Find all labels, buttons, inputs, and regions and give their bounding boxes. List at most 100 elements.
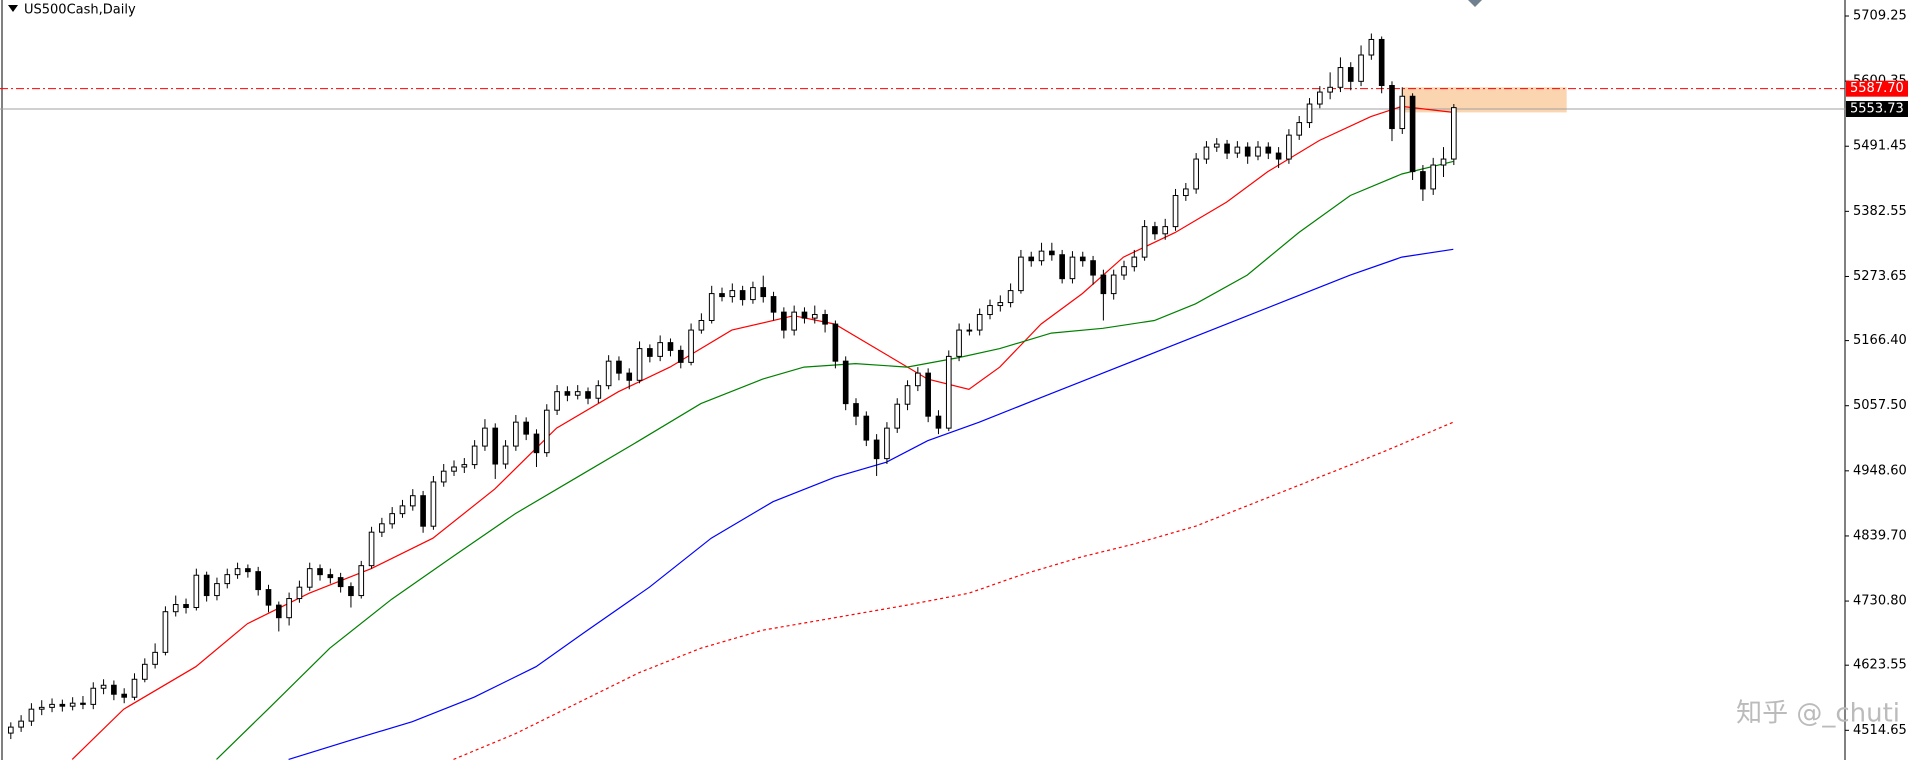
candle-body xyxy=(636,348,643,381)
candle-body xyxy=(801,311,808,319)
y-tick-label: 5273.65 xyxy=(1853,269,1907,284)
candle-body xyxy=(1121,266,1127,276)
candle-body xyxy=(688,329,694,363)
candle-body xyxy=(265,589,272,606)
candle-body xyxy=(1183,188,1189,197)
candle-body xyxy=(1378,38,1385,87)
candle-body xyxy=(647,348,653,357)
candle-body xyxy=(1265,146,1272,154)
candle-body xyxy=(1069,256,1076,280)
candle-body xyxy=(1079,256,1086,262)
candle-body xyxy=(791,311,797,331)
candle-body xyxy=(1409,95,1416,173)
zone xyxy=(1401,87,1567,113)
candle-body xyxy=(1347,67,1354,82)
candle-body xyxy=(1172,195,1179,228)
candle-body xyxy=(739,290,746,301)
candle-body xyxy=(183,604,189,609)
menu-triangle[interactable] xyxy=(8,5,18,12)
candle-body xyxy=(564,391,571,396)
candle-body xyxy=(1337,67,1344,88)
y-tick-label: 5057.50 xyxy=(1853,398,1907,413)
y-tick-label: 4623.55 xyxy=(1853,658,1907,673)
chart-title: US500Cash,Daily xyxy=(24,3,136,18)
candle-body xyxy=(822,314,828,325)
candle-body xyxy=(1193,158,1199,190)
candle-body xyxy=(1007,290,1014,304)
candle-body xyxy=(1244,146,1251,157)
candle-body xyxy=(502,445,509,465)
candle-body xyxy=(1255,146,1261,157)
y-tick-label: 4730.80 xyxy=(1853,594,1907,609)
candle-body xyxy=(286,598,292,619)
candle-body xyxy=(1162,226,1169,235)
candle-body xyxy=(327,574,334,579)
candle-body xyxy=(28,708,35,722)
candle-body xyxy=(554,391,560,411)
candle-body xyxy=(368,531,375,567)
moving-average xyxy=(453,421,1454,760)
candle-body xyxy=(420,495,426,527)
candle-body xyxy=(729,290,736,298)
candle-body xyxy=(1358,54,1364,82)
watermark: 知乎 @_chuti xyxy=(1736,699,1900,729)
candle-body xyxy=(296,586,303,600)
candle-body xyxy=(698,320,705,331)
candle-body xyxy=(399,505,406,515)
candle-body xyxy=(49,703,55,708)
candle-body xyxy=(69,702,76,707)
candle-body xyxy=(1451,107,1457,160)
candle-body xyxy=(1018,256,1024,292)
candle-body xyxy=(18,720,24,728)
candle-body xyxy=(317,568,323,576)
moving-average xyxy=(216,160,1454,760)
y-tick-label: 5382.55 xyxy=(1853,204,1907,219)
plot-area xyxy=(0,33,1845,760)
candle-body xyxy=(1038,250,1045,262)
candle-body xyxy=(987,305,993,316)
candle-body xyxy=(245,568,251,573)
candle-body xyxy=(80,702,86,705)
candle-body xyxy=(543,409,550,454)
candle-body xyxy=(337,577,344,588)
candle-body xyxy=(956,329,962,357)
candle-body xyxy=(945,355,952,429)
candle-body xyxy=(440,470,447,483)
candle-body xyxy=(760,287,767,298)
price-label: 5553.73 xyxy=(1850,101,1904,116)
candle-body xyxy=(925,372,931,417)
candle-body xyxy=(873,439,880,460)
y-tick-label: 4948.60 xyxy=(1853,463,1907,478)
candle-body xyxy=(904,385,911,405)
price-label-bg xyxy=(1846,100,1908,117)
candle-body xyxy=(1420,171,1426,190)
y-tick-label: 4514.65 xyxy=(1853,723,1907,738)
candle-body xyxy=(409,495,416,507)
candle-body xyxy=(1028,256,1035,262)
candle-body xyxy=(770,296,777,313)
candle-body xyxy=(162,611,169,653)
candle-body xyxy=(976,314,983,331)
candle-body xyxy=(1049,250,1055,256)
candle-body xyxy=(482,427,488,447)
candle-body xyxy=(1399,95,1406,130)
candle-body xyxy=(1440,158,1447,166)
y-tick-label: 5709.25 xyxy=(1853,8,1907,23)
candle-body xyxy=(379,523,385,533)
candle-body xyxy=(935,415,942,429)
candle-body xyxy=(131,678,138,698)
candle-body xyxy=(1317,91,1323,105)
candle-body xyxy=(595,385,602,399)
y-tick-label: 5166.40 xyxy=(1853,333,1907,348)
candle-body xyxy=(121,693,128,698)
candle-body xyxy=(1131,256,1138,268)
candle-body xyxy=(719,293,725,298)
candle-body xyxy=(59,703,66,707)
candle-body xyxy=(750,287,756,301)
candle-body xyxy=(781,311,787,331)
candle-body xyxy=(471,445,478,466)
candle-body xyxy=(574,391,581,396)
